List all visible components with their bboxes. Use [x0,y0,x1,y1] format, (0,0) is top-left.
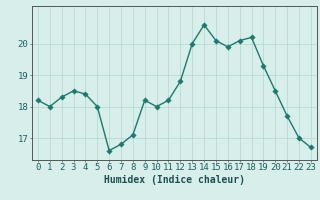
X-axis label: Humidex (Indice chaleur): Humidex (Indice chaleur) [104,175,245,185]
